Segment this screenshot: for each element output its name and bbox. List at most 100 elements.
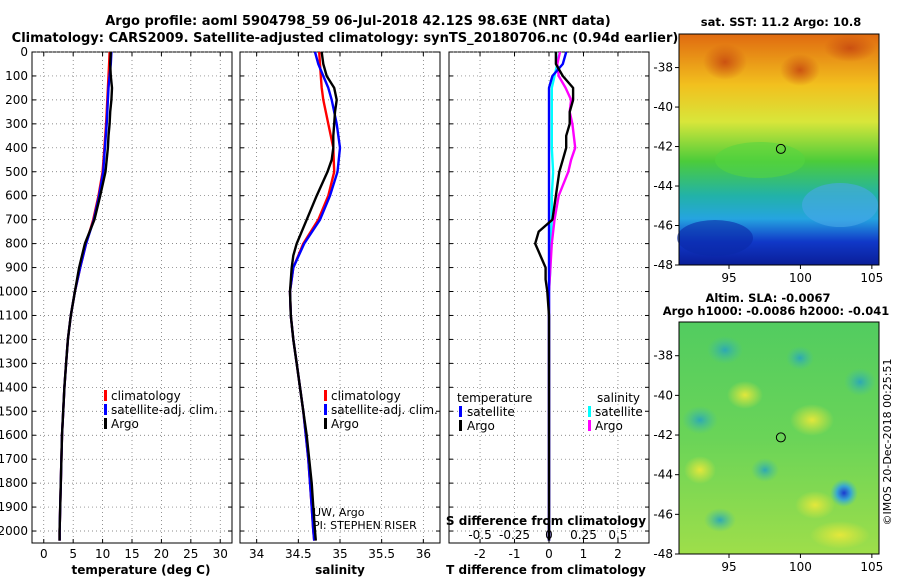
x-tick-label: 20 [154,547,169,561]
map-y-tick-label: -38 [653,349,673,363]
x-tick-label: 30 [213,547,228,561]
map-x-tick-label: 100 [789,560,812,574]
sla-low-patch [751,458,779,482]
sla-low-patch [707,336,743,364]
series-line-temperature-argo [534,52,575,541]
x-tick-label: 0 [40,547,48,561]
legend-swatch [324,404,327,415]
sst-map-title: sat. SST: 11.2 Argo: 10.8 [701,15,861,29]
sst-cold-patch [677,220,753,256]
map-x-tick-label: 95 [721,271,736,285]
map-x-tick-label: 105 [860,271,883,285]
legend-salinity-title: salinity [597,391,640,405]
sla-high-patch [810,521,870,549]
depth-tick-label: 700 [5,213,28,227]
x2-tick-label: 0.5 [608,528,627,542]
legend-label: satellite [467,405,515,419]
sst-warm-patch [824,34,876,62]
x-tick-label: 2 [614,547,622,561]
x2-tick-label: -0.25 [499,528,530,542]
depth-tick-label: 0 [20,45,28,59]
map-y-tick-label: -48 [653,258,673,272]
map-x-tick-label: 95 [721,560,736,574]
depth-tick-label: 1700 [0,452,28,466]
map-x-tick-label: 100 [789,271,812,285]
depth-tick-label: 500 [5,165,28,179]
legend-label: Argo [467,419,495,433]
x-tick-label: 15 [124,547,139,561]
x-tick-label: -1 [509,547,521,561]
depth-tick-label: 1500 [0,404,28,418]
series-line-argo [288,51,338,541]
legend-label: Argo [331,417,359,431]
depth-tick-label: 1300 [0,356,28,370]
depth-tick-label: 600 [5,189,28,203]
depth-tick-label: 1600 [0,428,28,442]
depth-tick-label: 100 [5,69,28,83]
map-y-tick-label: -46 [653,219,673,233]
x-tick-label: 34.5 [285,547,312,561]
x2-tick-label: -0.5 [468,528,491,542]
legend-label: satellite [595,405,643,419]
map-y-tick-label: -44 [653,179,673,193]
data-source-line: UW, Argo [313,506,365,519]
sla-low-patch [704,508,736,532]
legend-swatch [104,404,107,415]
x2-tick-label: 0 [545,528,553,542]
sst-warm-patch [780,54,820,86]
legend-swatch [324,418,327,429]
x2-tick-label: 0.25 [570,528,597,542]
legend-label: climatology [331,389,401,403]
sla-eddy [830,479,858,507]
legend-swatch [104,390,107,401]
x-tick-label: 35.5 [368,547,395,561]
data-source-pi: PI: STEPHEN RISER [313,519,417,532]
sst-warm-patch [703,44,747,80]
sla-map-subtitle: Argo h1000: -0.0086 h2000: -0.041 [663,304,890,318]
legend-swatch [588,406,591,417]
x-axis-label: T difference from climatology [446,563,646,577]
x-tick-label: 5 [69,547,77,561]
legend-label: satellite-adj. clim. [111,403,218,417]
plot-area [239,51,441,544]
sla-high-patch [727,381,763,409]
figure-title-line2: Climatology: CARS2009. Satellite-adjuste… [12,31,679,46]
map-y-tick-label: -38 [653,61,673,75]
x-tick-label: 0 [545,547,553,561]
sla-high-patch [790,404,834,436]
figure-title-line1: Argo profile: aoml 5904798_59 06-Jul-201… [105,14,611,29]
map-y-tick-label: -40 [653,388,673,402]
sst-profile-marker [775,143,786,154]
x-tick-label: 10 [95,547,110,561]
map-y-tick-label: -42 [653,428,673,442]
sst-green-band [715,142,805,178]
sla-profile-marker [775,432,786,443]
x-tick-label: 25 [183,547,198,561]
difference-panel: -2 -1 0 1 2 T difference from climatology temp… [446,51,650,577]
sla-map-axes: 95 100 105 -38 -40 -42 -44 -46 -48 [653,349,883,574]
depth-tick-label: 300 [5,117,28,131]
legend-swatch [104,418,107,429]
legend-swatch [324,390,327,401]
depth-tick-label: 1200 [0,332,28,346]
x-axis-label: temperature (deg C) [72,563,211,577]
depth-tick-label: 200 [5,93,28,107]
legend-label: satellite-adj. clim. [331,403,438,417]
depth-tick-label: 1100 [0,308,28,322]
temperature-panel: 0100200300400500600700800900100011001200… [0,45,233,577]
sla-map-frame [678,321,880,555]
salinity-panel: 34 34.5 35 35.5 36 salinity climatologysatelli… [239,51,441,577]
depth-tick-label: 800 [5,237,28,251]
x-tick-label: 35 [332,547,347,561]
sla-low-patch [844,368,876,396]
series-line-argo [58,51,114,541]
x2-axis-label: S difference from climatology [446,514,646,528]
x-tick-label: -2 [474,547,486,561]
map-y-tick-label: -42 [653,140,673,154]
depth-tick-label: 1800 [0,476,28,490]
depth-tick-label: 2000 [0,524,28,538]
x-tick-label: 36 [416,547,431,561]
legend-swatch [459,420,462,431]
sla-high-patch [684,456,716,484]
x-axis-label: salinity [315,563,365,577]
